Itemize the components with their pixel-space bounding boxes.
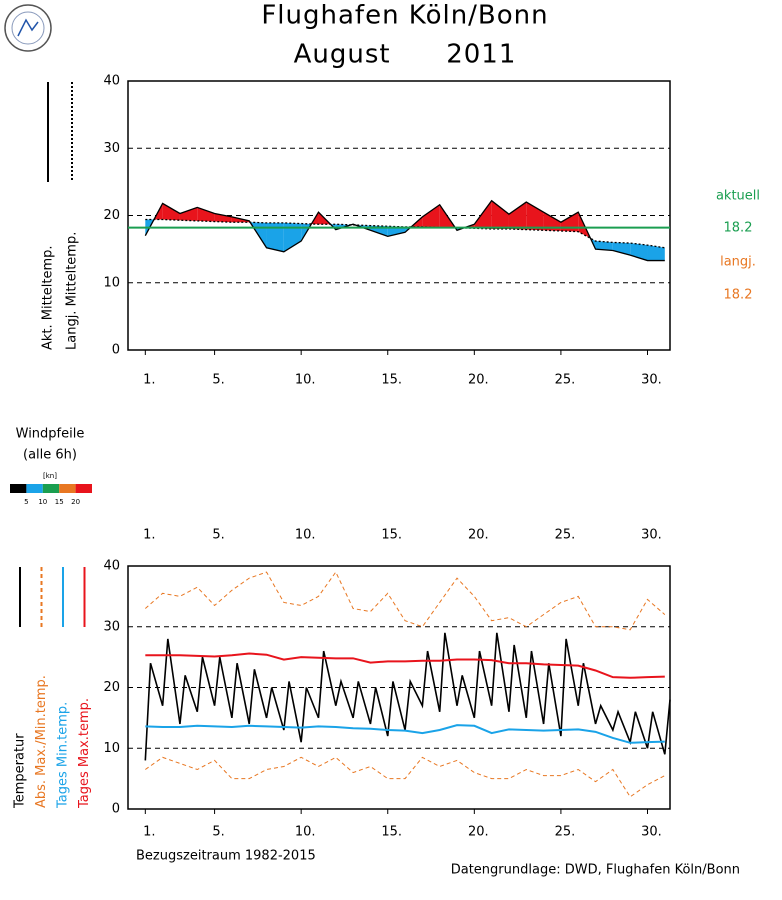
series-line [144,571,666,631]
series-line [145,756,666,798]
y-tick-label: 0 [112,343,120,358]
series-line [144,632,671,761]
side-label: 18.2 [724,288,753,303]
logo [4,4,52,52]
difference-area [508,202,527,230]
x-tick-label: 25. [555,825,576,840]
source: Datengrundlage: DWD, Flughafen Köln/Bonn [451,863,740,878]
side-label: aktuell [716,189,760,204]
colorbar-cell [59,484,76,493]
x-tick-label: 30. [641,373,662,388]
wind-unit: [kn] [43,472,57,480]
x-tick-label: 5. [212,528,224,543]
colorbar-cell [26,484,43,493]
subtitle: August 2011 [294,40,517,70]
y-tick-label: 30 [103,619,120,634]
x-tick-label: 1. [143,528,155,543]
colorbar-label: 20 [71,498,80,506]
difference-area [214,213,232,223]
x-tick-label: 10. [295,825,316,840]
wind-sublabel: (alle 6h) [23,448,77,463]
series-line [145,218,665,249]
x-tick-label: 5. [212,373,224,388]
difference-area [612,242,631,256]
x-tick-label: 10. [295,373,316,388]
x-tick-label: 1. [143,373,155,388]
x-tick-label: 15. [381,528,402,543]
x-tick-label: 25. [555,528,576,543]
difference-area [526,202,544,231]
difference-area [387,226,406,237]
x-tick-label: 20. [468,528,489,543]
difference-area [595,241,613,251]
difference-area [491,200,509,229]
x-tick-label: 20. [468,825,489,840]
colorbar-label: 5 [24,498,28,506]
reference-period: Bezugszeitraum 1982-2015 [136,849,316,864]
difference-area [197,207,215,222]
frame [127,565,671,810]
colorbar-label: 15 [55,498,64,506]
x-tick-label: 20. [468,373,489,388]
frame [127,80,671,351]
y-tick-label: 40 [103,74,120,89]
x-tick-label: 30. [641,528,662,543]
legend-label: Abs. Max./Min.temp. [34,675,49,808]
difference-area [474,200,492,229]
y-tick-label: 20 [103,680,120,695]
x-tick-label: 30. [641,825,662,840]
difference-area [422,204,440,228]
difference-area [162,203,180,221]
y-tick-label: 20 [103,208,120,223]
difference-area [179,207,198,221]
legend-label: Tages Min.temp. [56,702,71,809]
series-line [145,724,665,744]
x-tick-label: 15. [381,373,402,388]
colorbar-cell [42,484,60,493]
y-tick-label: 10 [103,741,120,756]
x-tick-label: 15. [381,825,402,840]
wind-label: Windpfeile [16,427,85,442]
y-tick-label: 10 [103,275,120,290]
colorbar-cell [75,484,92,493]
legend-label: Langj. Mitteltemp. [65,232,80,350]
x-tick-label: 1. [143,825,155,840]
y-tick-label: 40 [103,559,120,574]
legend-label: Akt. Mitteltemp. [41,245,56,350]
side-label: langj. [720,255,756,270]
colorbar-label: 10 [38,498,47,506]
y-tick-label: 30 [103,141,120,156]
x-tick-label: 10. [295,528,316,543]
colorbar-cell [10,484,27,493]
side-label: 18.2 [724,221,753,236]
difference-area [647,245,665,261]
difference-area [266,222,284,252]
series-line [145,652,665,679]
difference-area [543,212,561,231]
y-tick-label: 0 [112,802,120,817]
legend-label: Tages Max.temp. [77,698,92,809]
x-tick-label: 5. [212,825,224,840]
title: Flughafen Köln/Bonn [261,1,548,31]
difference-area [283,222,302,252]
x-tick-label: 25. [555,373,576,388]
series-line [144,199,665,262]
legend-label: Temperatur [13,733,28,809]
